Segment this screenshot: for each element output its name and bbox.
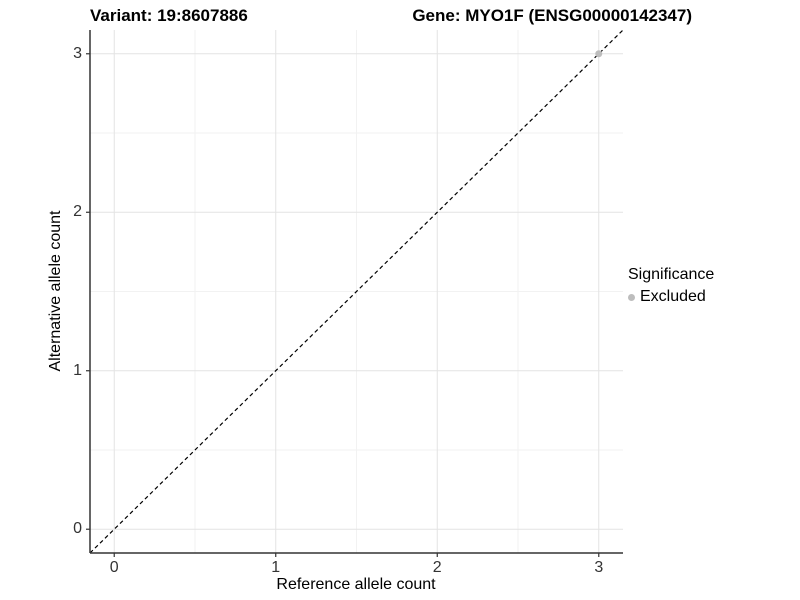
y-tick-label: 3 — [73, 44, 82, 62]
x-axis-title: Reference allele count — [276, 576, 436, 593]
legend-title: Significance — [628, 266, 715, 283]
x-tick-label: 0 — [109, 559, 119, 576]
x-tick-label: 2 — [432, 559, 442, 576]
data-point — [595, 50, 603, 58]
y-tick-label: 0 — [73, 520, 82, 538]
legend-key-dot-icon — [628, 293, 635, 301]
x-tick-label: 3 — [594, 559, 604, 576]
x-tick-label: 1 — [271, 559, 281, 576]
legend-entry-excluded: Excluded — [628, 288, 714, 306]
plot-title-variant: Variant: 19:8607886 — [90, 6, 248, 25]
plot-title: Variant: 19:8607886 Gene: MYO1F (ENSG000… — [90, 6, 692, 26]
y-tick-label: 1 — [73, 361, 82, 379]
chart-canvas — [86, 29, 624, 557]
plot-panel — [86, 29, 624, 557]
plot-title-gene: Gene: MYO1F (ENSG00000142347) — [412, 6, 692, 25]
identity-dashed-line — [89, 29, 624, 554]
y-axis-title: Alternative allele count — [47, 210, 64, 372]
y-tick-label: 2 — [73, 203, 82, 221]
legend-entry-label: Excluded — [640, 288, 706, 305]
legend: Significance Excluded — [628, 266, 714, 306]
